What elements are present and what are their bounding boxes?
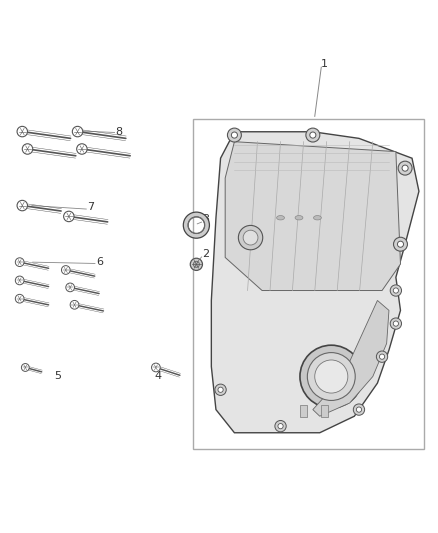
Circle shape xyxy=(77,144,87,154)
Circle shape xyxy=(15,258,24,266)
Ellipse shape xyxy=(314,215,321,220)
Circle shape xyxy=(64,211,74,222)
Circle shape xyxy=(66,283,74,292)
Polygon shape xyxy=(313,301,389,416)
Text: 5: 5 xyxy=(54,371,61,381)
Ellipse shape xyxy=(295,215,303,220)
Circle shape xyxy=(61,265,70,274)
Circle shape xyxy=(310,132,316,138)
Text: 2: 2 xyxy=(202,249,210,260)
Circle shape xyxy=(215,384,226,395)
Circle shape xyxy=(238,225,263,250)
Circle shape xyxy=(22,144,33,154)
Circle shape xyxy=(218,387,223,392)
Ellipse shape xyxy=(277,215,284,220)
Circle shape xyxy=(357,407,362,412)
Text: 7: 7 xyxy=(88,203,95,212)
Bar xyxy=(321,405,328,417)
Circle shape xyxy=(275,421,286,432)
Circle shape xyxy=(278,424,283,429)
Circle shape xyxy=(376,351,388,362)
Circle shape xyxy=(398,161,412,175)
Circle shape xyxy=(17,126,28,137)
Circle shape xyxy=(152,363,160,372)
Circle shape xyxy=(72,126,83,137)
Circle shape xyxy=(231,132,237,138)
Circle shape xyxy=(300,345,363,408)
Circle shape xyxy=(393,237,407,251)
Circle shape xyxy=(402,165,408,171)
Polygon shape xyxy=(225,142,400,290)
Circle shape xyxy=(21,364,29,372)
Circle shape xyxy=(193,261,199,268)
Circle shape xyxy=(393,288,399,293)
Circle shape xyxy=(390,318,402,329)
Text: 3: 3 xyxy=(202,214,209,224)
Wedge shape xyxy=(184,212,209,238)
Circle shape xyxy=(306,128,320,142)
Circle shape xyxy=(243,230,258,245)
Circle shape xyxy=(227,128,241,142)
Text: 4: 4 xyxy=(155,371,162,381)
Circle shape xyxy=(393,321,399,326)
Circle shape xyxy=(390,285,402,296)
Circle shape xyxy=(353,404,364,415)
Circle shape xyxy=(190,258,202,270)
Circle shape xyxy=(15,294,24,303)
Circle shape xyxy=(307,353,355,400)
Circle shape xyxy=(379,354,385,359)
Bar xyxy=(193,118,424,449)
Circle shape xyxy=(15,276,24,285)
Bar xyxy=(300,405,307,417)
Text: 8: 8 xyxy=(116,126,123,136)
Circle shape xyxy=(315,360,348,393)
Text: 1: 1 xyxy=(321,59,328,69)
Polygon shape xyxy=(212,132,419,433)
Circle shape xyxy=(17,200,28,211)
Circle shape xyxy=(397,241,403,247)
Text: 6: 6 xyxy=(96,257,103,267)
Circle shape xyxy=(70,301,79,309)
